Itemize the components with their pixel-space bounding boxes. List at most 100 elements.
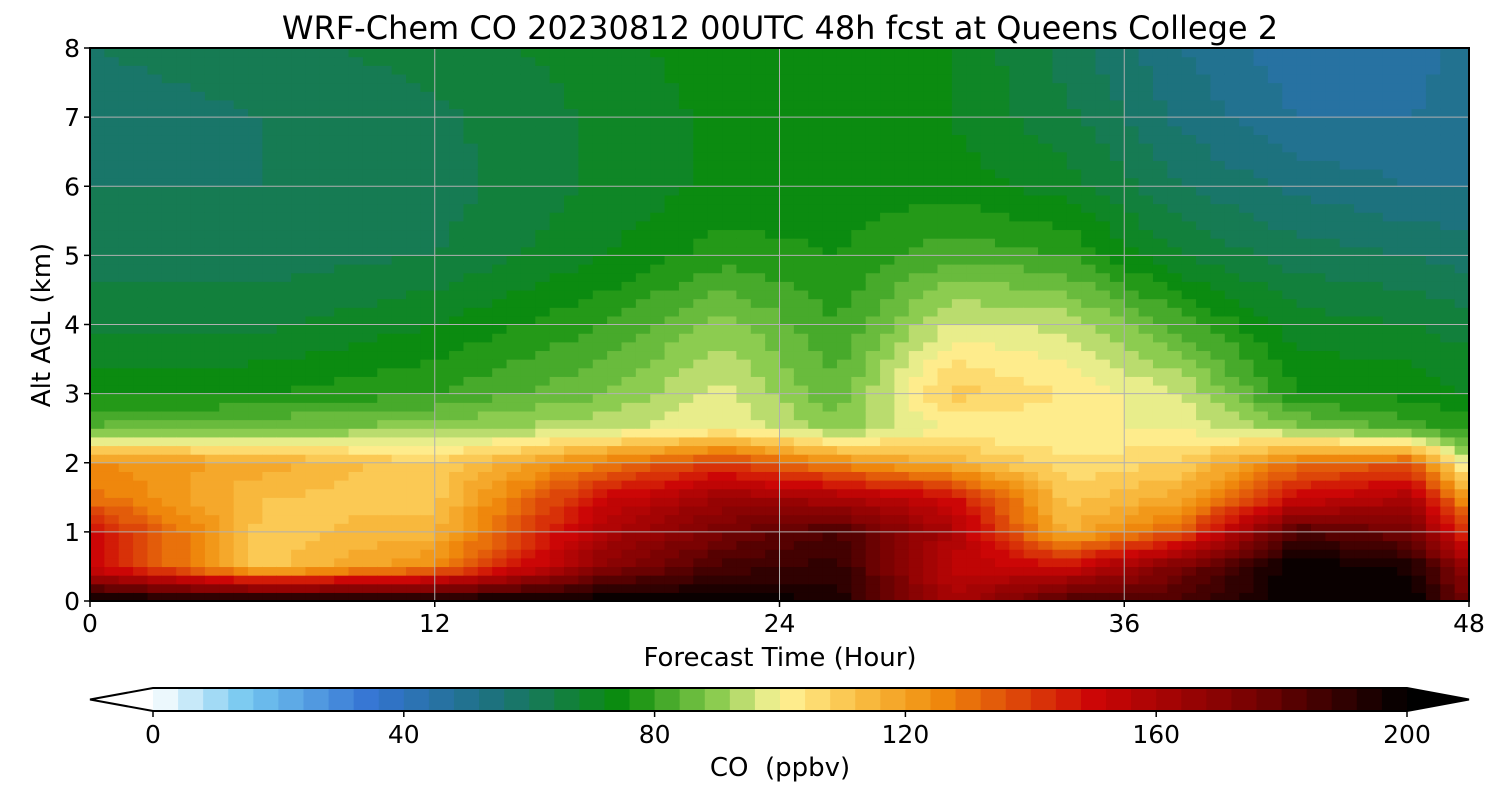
field-cell <box>262 134 278 144</box>
field-cell <box>391 125 407 136</box>
field-cell <box>233 428 249 438</box>
field-cell <box>736 65 752 75</box>
field-cell <box>276 514 292 524</box>
field-cell <box>722 367 737 377</box>
field-cell <box>1152 402 1168 412</box>
field-cell <box>1181 324 1197 334</box>
field-cell <box>678 480 694 490</box>
field-cell <box>420 65 436 75</box>
field-cell <box>678 436 694 447</box>
field-cell <box>449 298 465 308</box>
field-cell <box>535 333 551 343</box>
field-cell <box>190 514 206 524</box>
field-cell <box>1181 73 1197 84</box>
field-cell <box>276 523 292 533</box>
field-cell <box>520 497 536 507</box>
field-cell <box>449 125 465 136</box>
field-cell <box>765 203 781 213</box>
field-cell <box>1095 531 1111 542</box>
field-cell <box>1009 419 1025 429</box>
field-cell <box>822 281 838 291</box>
field-cell <box>1038 177 1054 187</box>
field-cell <box>678 212 694 222</box>
field-cell <box>1167 540 1183 550</box>
field-cell <box>219 151 235 161</box>
field-cell <box>578 82 594 92</box>
field-cell <box>880 73 896 84</box>
field-cell <box>520 108 536 118</box>
field-cell <box>664 540 680 550</box>
field-cell <box>1095 91 1111 101</box>
field-cell <box>118 471 134 481</box>
field-cell <box>420 229 436 239</box>
field-cell <box>204 359 220 369</box>
field-cell <box>880 497 896 507</box>
field-cell <box>707 419 723 429</box>
field-cell <box>1009 445 1025 455</box>
field-cell <box>1081 220 1097 231</box>
field-cell <box>1052 48 1068 58</box>
field-cell <box>865 143 881 153</box>
field-cell <box>477 246 493 256</box>
field-cell <box>535 108 551 118</box>
field-cell <box>104 151 120 161</box>
field-cell <box>1152 65 1168 75</box>
field-cell <box>1152 359 1168 369</box>
field-cell <box>1009 272 1025 282</box>
field-cell <box>1038 393 1054 403</box>
field-cell <box>765 307 781 317</box>
field-cell <box>147 419 163 429</box>
field-cell <box>851 333 867 343</box>
field-cell <box>937 376 953 386</box>
field-cell <box>650 480 666 490</box>
field-cell <box>707 281 723 291</box>
field-cell <box>621 82 637 92</box>
field-cell <box>291 523 307 533</box>
field-cell <box>822 350 838 360</box>
field-cell <box>1081 117 1097 127</box>
field-cell <box>1023 73 1039 84</box>
field-cell <box>535 272 551 282</box>
field-cell <box>923 134 939 144</box>
field-cell <box>736 56 752 66</box>
field-cell <box>147 497 163 507</box>
field-cell <box>808 203 824 213</box>
field-cell <box>391 514 407 524</box>
field-cell <box>133 341 149 352</box>
field-cell <box>348 212 364 222</box>
field-cell <box>248 549 263 559</box>
field-cell <box>793 436 809 447</box>
field-cell <box>104 143 120 153</box>
field-cell <box>362 48 378 58</box>
field-cell <box>276 583 292 593</box>
field-cell <box>176 402 192 412</box>
field-cell <box>147 289 163 300</box>
field-cell <box>118 143 134 153</box>
field-cell <box>564 341 579 352</box>
field-cell <box>362 497 378 507</box>
field-cell <box>535 549 551 559</box>
field-cell <box>678 531 694 542</box>
field-cell <box>937 160 953 170</box>
field-cell <box>1081 575 1097 585</box>
field-cell <box>1196 117 1212 127</box>
field-cell <box>578 575 594 585</box>
field-cell <box>420 557 436 568</box>
field-cell <box>635 229 651 239</box>
field-cell <box>391 91 407 101</box>
field-cell <box>176 186 192 196</box>
field-cell <box>449 367 465 377</box>
field-cell <box>477 376 493 386</box>
field-cell <box>535 82 551 92</box>
field-cell <box>362 531 378 542</box>
field-cell <box>420 341 436 352</box>
field-cell <box>463 497 479 507</box>
field-cell <box>578 531 594 542</box>
field-cell <box>118 220 134 231</box>
field-cell <box>966 272 982 282</box>
field-cell <box>492 514 508 524</box>
field-cell <box>334 454 350 464</box>
field-cell <box>1066 341 1082 352</box>
field-cell <box>1009 186 1025 196</box>
field-cell <box>1052 592 1068 601</box>
